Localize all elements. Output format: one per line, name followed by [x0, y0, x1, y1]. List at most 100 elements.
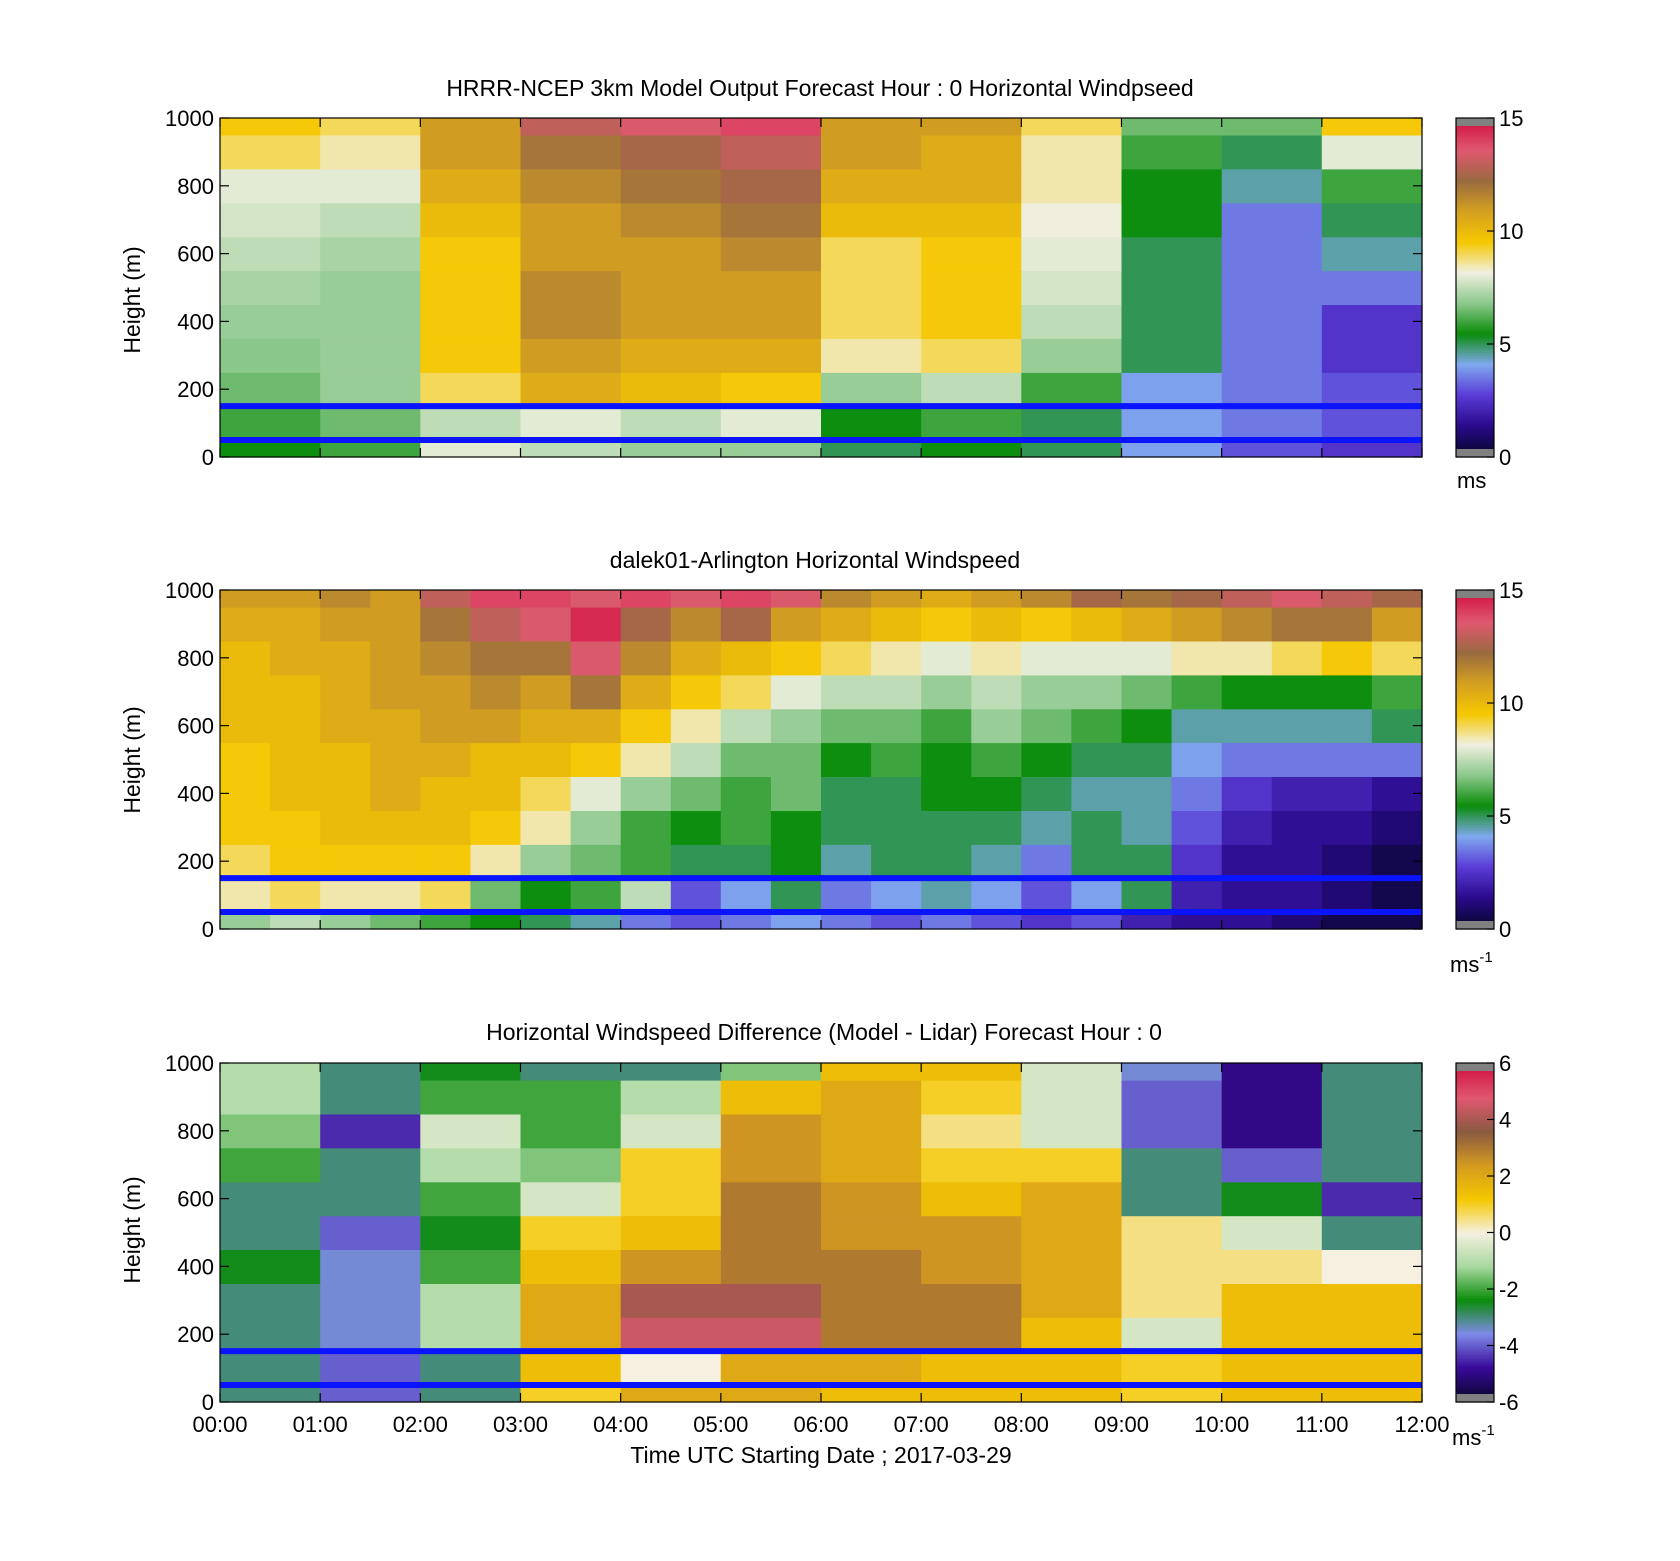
colorbar-step — [1456, 423, 1494, 427]
colorbar-step — [1456, 410, 1494, 415]
heatmap-cell — [520, 1147, 622, 1183]
heatmap-cell — [1221, 1215, 1323, 1250]
heatmap-cell — [1221, 406, 1323, 441]
colorbar-step — [1456, 614, 1494, 618]
heatmap-cell — [620, 406, 722, 441]
heatmap-cell — [770, 742, 822, 777]
heatmap-cell — [320, 590, 371, 608]
heatmap-cell — [871, 590, 922, 608]
colorbar-step — [1456, 362, 1494, 366]
heatmap-cell — [220, 236, 321, 272]
heatmap-cell — [320, 372, 421, 407]
heatmap-cell — [1121, 372, 1223, 407]
colorbar-step — [1456, 1239, 1494, 1243]
heatmap-cell — [821, 1113, 922, 1149]
colorbar-step — [1456, 737, 1494, 741]
colorbar-step — [1456, 1336, 1494, 1340]
colorbar-frame — [1455, 117, 1495, 458]
colorbar-step — [1456, 435, 1494, 439]
heatmap-cell — [1021, 912, 1072, 930]
colorbar-step — [1456, 190, 1494, 194]
heatmap-cell — [720, 338, 822, 373]
heatmap-cell — [821, 1181, 922, 1217]
heatmap-cell — [720, 640, 772, 676]
heatmap-cell — [420, 118, 522, 136]
heatmap-cell — [720, 878, 772, 913]
colorbar-step — [1456, 418, 1494, 422]
colorbar-step — [1456, 130, 1494, 134]
heatmap-cell — [220, 1215, 321, 1250]
heatmap-cell — [270, 810, 321, 845]
heatmap-cell — [1221, 1351, 1323, 1386]
colorbar-step — [1456, 885, 1494, 889]
heatmap-cell — [320, 440, 421, 458]
heatmap-cell — [320, 1249, 421, 1284]
heatmap-cell — [420, 134, 522, 170]
colorbar-step — [1456, 1261, 1494, 1265]
heatmap-cell — [1171, 590, 1223, 608]
heatmap-cell — [1021, 1351, 1123, 1386]
heatmap-cell — [370, 607, 421, 642]
heatmap-cell — [1321, 607, 1373, 642]
colorbar-step — [1456, 829, 1494, 833]
heatmap-cell — [1321, 1147, 1423, 1183]
heatmap-cell — [1371, 742, 1423, 777]
colorbar-step — [1456, 1157, 1494, 1161]
heatmap-cell — [1121, 304, 1223, 339]
heatmap-cell — [320, 1080, 421, 1115]
colorbar-step — [1456, 260, 1494, 264]
panel-model-ylabel: Height (m) — [119, 246, 145, 353]
colorbar-step — [1456, 1089, 1494, 1093]
heatmap-cell — [921, 270, 1022, 305]
heatmap-cell — [1221, 878, 1273, 913]
heatmap-cell — [1121, 134, 1223, 170]
colorbar-step — [1456, 299, 1494, 303]
heatmap-cell — [971, 776, 1022, 811]
colorbar-step — [1456, 1302, 1494, 1306]
heatmap-cell — [670, 674, 722, 710]
heatmap-cell — [1021, 1215, 1123, 1250]
x-tick-label: 10:00 — [1194, 1412, 1249, 1437]
colorbar-step — [1456, 732, 1494, 736]
colorbar-step — [1456, 1232, 1494, 1236]
panel-difference-yticks: 0 200 400 600 800 1000 — [165, 1051, 1422, 1415]
colorbar-step — [1456, 200, 1494, 204]
colorbar-step — [1456, 665, 1494, 669]
heatmap-cell — [470, 640, 522, 676]
colorbar-step — [1456, 669, 1494, 673]
heatmap-cell — [1321, 1385, 1423, 1403]
heatmap-cell — [1021, 1080, 1123, 1115]
colorbar-step — [1456, 1079, 1494, 1083]
heatmap-cell — [1121, 1113, 1223, 1149]
colorbar-step — [1456, 1217, 1494, 1221]
heatmap-cell — [1121, 168, 1223, 204]
colorbar-step — [1456, 1193, 1494, 1197]
colorbar-step — [1456, 1377, 1494, 1381]
colorbar-step — [1456, 127, 1494, 131]
colorbar-step — [1456, 381, 1494, 385]
colorbar-step — [1456, 807, 1494, 811]
heatmap-cell — [270, 708, 321, 744]
colorbar-step — [1456, 1324, 1494, 1328]
colorbar-step — [1456, 348, 1494, 352]
heatmap-cell — [921, 168, 1022, 204]
heatmap-cell — [1121, 270, 1223, 305]
heatmap-cell — [1021, 202, 1123, 238]
heatmap-cell — [220, 304, 321, 339]
heatmap-cell — [670, 708, 722, 744]
panel-model-yticks: 0 200 400 600 800 1000 — [165, 106, 1422, 470]
colorbar-step — [1456, 394, 1494, 398]
heatmap-cell — [971, 878, 1022, 913]
heatmap-cell — [821, 440, 922, 458]
y-tick-label: 0 — [202, 445, 214, 470]
colorbar-step — [1456, 781, 1494, 785]
colorbar-step — [1456, 904, 1494, 908]
colorbar-step — [1456, 1147, 1494, 1151]
heatmap-cell — [770, 776, 822, 811]
heatmap-cell — [871, 708, 922, 744]
colorbar-step — [1456, 701, 1494, 705]
heatmap-cell — [620, 1215, 722, 1250]
heatmap-cell — [220, 674, 271, 710]
heatmap-cell — [1021, 1249, 1123, 1284]
colorbar-step — [1456, 1331, 1494, 1335]
